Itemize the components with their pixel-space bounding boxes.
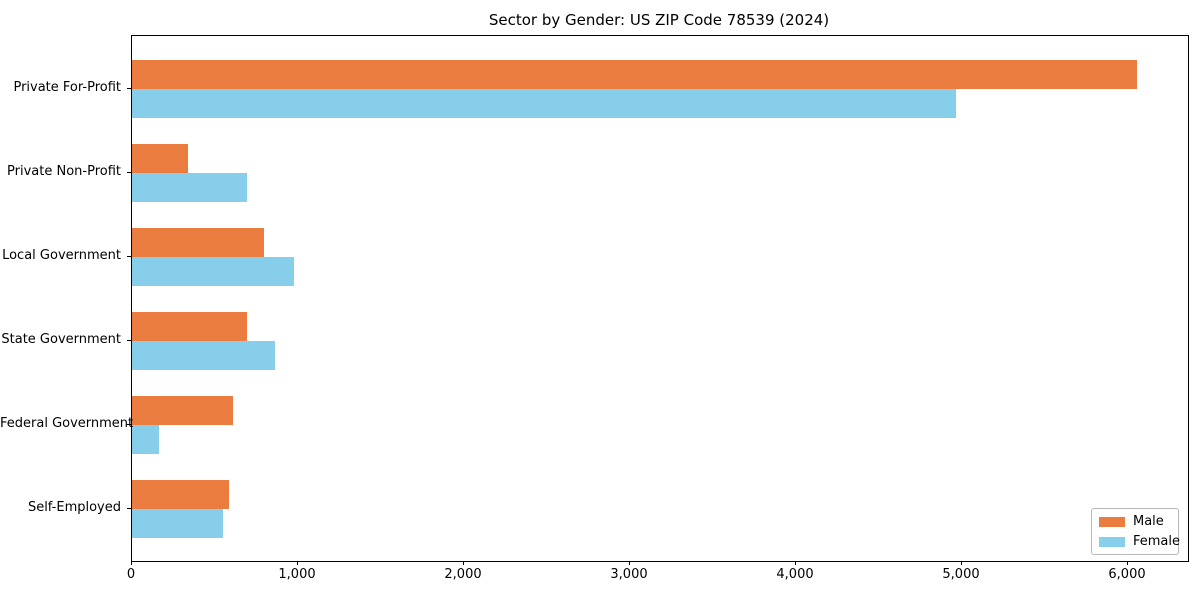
xtick-label-6: 5,000 xyxy=(942,567,980,582)
xtick-label-5: 4,000 xyxy=(776,567,814,582)
xtick-mark-1 xyxy=(131,561,132,565)
female-swatch-icon xyxy=(1099,536,1125,547)
xtick-mark-4 xyxy=(629,561,630,565)
xtick-label-1: 0 xyxy=(126,567,136,582)
xtick-label-2: 1,000 xyxy=(278,567,316,582)
plot-area: Male Female xyxy=(131,35,1189,562)
ytick-label-2: Private Non-Profit xyxy=(7,164,121,179)
male-swatch-icon xyxy=(1099,516,1125,527)
xtick-mark-5 xyxy=(795,561,796,565)
bar-female-2 xyxy=(132,173,247,202)
ytick-label-1: Private For-Profit xyxy=(13,80,121,95)
bar-male-3 xyxy=(132,228,264,257)
xtick-mark-3 xyxy=(463,561,464,565)
xtick-label-4: 3,000 xyxy=(610,567,648,582)
ytick-mark-3 xyxy=(127,256,131,257)
chart-title: Sector by Gender: US ZIP Code 78539 (202… xyxy=(488,11,830,29)
ytick-mark-1 xyxy=(127,88,131,89)
bar-female-4 xyxy=(132,341,275,370)
bar-female-3 xyxy=(132,257,294,286)
bar-female-6 xyxy=(132,509,223,538)
bar-female-1 xyxy=(132,89,956,118)
legend-item-female: Female xyxy=(1099,534,1180,549)
xtick-mark-7 xyxy=(1127,561,1128,565)
ytick-label-6: Self-Employed xyxy=(27,500,121,515)
ytick-label-5: Federal Government xyxy=(0,416,134,431)
legend-label-female: Female xyxy=(1133,534,1181,549)
bar-male-1 xyxy=(132,60,1137,89)
ytick-mark-2 xyxy=(127,172,131,173)
bar-male-6 xyxy=(132,480,229,509)
xtick-label-3: 2,000 xyxy=(444,567,482,582)
bar-male-4 xyxy=(132,312,247,341)
ytick-mark-6 xyxy=(127,508,131,509)
ytick-label-3: Local Government xyxy=(2,248,121,263)
xtick-mark-2 xyxy=(297,561,298,565)
xtick-mark-6 xyxy=(961,561,962,565)
legend-item-male: Male xyxy=(1099,514,1170,529)
legend: Male Female xyxy=(1091,508,1180,555)
ytick-label-4: State Government xyxy=(1,332,121,347)
ytick-mark-5 xyxy=(127,424,131,425)
bar-female-5 xyxy=(132,425,159,454)
ytick-mark-4 xyxy=(127,340,131,341)
xtick-label-7: 6,000 xyxy=(1108,567,1146,582)
legend-label-male: Male xyxy=(1133,514,1164,529)
bar-male-5 xyxy=(132,396,233,425)
bar-male-2 xyxy=(132,144,188,173)
